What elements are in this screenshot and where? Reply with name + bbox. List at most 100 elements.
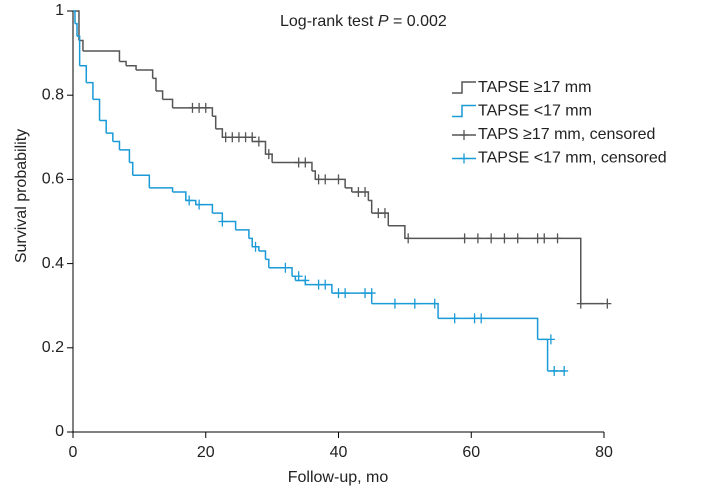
censor-mark bbox=[341, 288, 350, 299]
censor-mark bbox=[576, 298, 585, 309]
censor-mark bbox=[404, 233, 413, 244]
step-segment bbox=[86, 81, 94, 100]
censor-mark bbox=[487, 233, 496, 244]
step-segment bbox=[537, 338, 549, 371]
annotation-result: = 0.002 bbox=[393, 13, 447, 30]
step-segment bbox=[119, 60, 127, 66]
censor-mark bbox=[550, 365, 559, 376]
step-segment bbox=[172, 191, 187, 201]
censor-mark bbox=[185, 195, 194, 206]
censor-mark bbox=[201, 102, 210, 113]
censor-mark bbox=[410, 298, 419, 309]
step-segment bbox=[311, 170, 317, 180]
step-segment bbox=[368, 199, 373, 214]
censor-mark bbox=[473, 233, 482, 244]
step-segment bbox=[212, 115, 217, 129]
step-segment bbox=[258, 250, 267, 260]
step-segment bbox=[404, 237, 582, 304]
legend-icon bbox=[460, 130, 468, 140]
step-segment bbox=[215, 128, 224, 138]
censor-mark bbox=[603, 298, 612, 309]
step-segment bbox=[331, 292, 373, 304]
annotation: Log-rank test P = 0.002 bbox=[280, 13, 447, 30]
censor-mark bbox=[367, 288, 376, 299]
step-segment bbox=[132, 174, 151, 188]
censor-mark bbox=[218, 216, 227, 227]
y-tick-label: 0.4 bbox=[42, 255, 64, 272]
x-tick-label: 80 bbox=[595, 444, 613, 461]
step-segment bbox=[92, 98, 101, 121]
censor-mark bbox=[321, 174, 330, 185]
step-segment bbox=[351, 191, 370, 201]
censor-mark bbox=[251, 241, 260, 252]
step-segment bbox=[119, 149, 131, 163]
censor-mark bbox=[380, 208, 389, 219]
step-segment bbox=[155, 90, 164, 100]
step-segment bbox=[371, 302, 439, 319]
step-segment bbox=[106, 132, 114, 142]
censor-mark bbox=[477, 313, 486, 324]
step-segment bbox=[345, 187, 353, 193]
legend-label: TAPS ≥17 mm, censored bbox=[478, 126, 655, 143]
y-tick-label: 0 bbox=[55, 423, 64, 440]
step-segment bbox=[268, 267, 293, 277]
step-segment bbox=[162, 98, 174, 108]
censor-mark bbox=[460, 233, 469, 244]
censor-mark bbox=[390, 298, 399, 309]
censor-mark bbox=[264, 149, 273, 160]
step-segment bbox=[315, 178, 346, 188]
censor-mark bbox=[560, 365, 569, 376]
censor-mark bbox=[361, 187, 370, 198]
step-segment bbox=[272, 161, 313, 171]
step-segment bbox=[265, 258, 270, 268]
legend-icon bbox=[452, 104, 476, 118]
x-tick-label: 40 bbox=[330, 444, 348, 461]
censor-mark bbox=[430, 298, 439, 309]
censor-mark bbox=[450, 313, 459, 324]
x-axis-title: Follow-up, mo bbox=[288, 469, 389, 486]
legend-icon bbox=[460, 153, 468, 164]
censor-mark bbox=[553, 233, 562, 244]
y-tick-label: 0.6 bbox=[42, 171, 64, 188]
censor-mark bbox=[500, 233, 509, 244]
legend-label: TAPSE ≥17 mm bbox=[478, 79, 591, 96]
censor-mark bbox=[540, 233, 549, 244]
step-segment bbox=[248, 237, 253, 247]
step-segment bbox=[212, 212, 224, 222]
annotation-symbol: P bbox=[378, 13, 389, 30]
legend-label: TAPSE <17 mm, censored bbox=[478, 150, 667, 167]
step-segment bbox=[82, 50, 121, 62]
censor-mark bbox=[248, 132, 257, 143]
censor-mark bbox=[281, 262, 290, 273]
censor-mark bbox=[195, 199, 204, 210]
step-segment bbox=[152, 77, 157, 91]
legend-icon bbox=[452, 81, 476, 94]
step-segment bbox=[149, 187, 174, 193]
step-segment bbox=[438, 317, 539, 340]
step-segment bbox=[235, 229, 250, 239]
censor-mark bbox=[334, 174, 343, 185]
step-segment bbox=[99, 119, 107, 134]
x-tick-label: 60 bbox=[462, 444, 480, 461]
x-tick-label: 20 bbox=[197, 444, 215, 461]
x-tick-label: 0 bbox=[69, 444, 78, 461]
step-segment bbox=[195, 203, 214, 214]
step-segment bbox=[222, 220, 237, 230]
censor-mark bbox=[321, 279, 330, 290]
step-segment bbox=[74, 22, 78, 37]
censor-mark bbox=[301, 275, 310, 286]
censor-mark bbox=[301, 157, 310, 168]
step-segment bbox=[73, 10, 76, 24]
step-segment bbox=[371, 212, 390, 226]
step-segment bbox=[76, 35, 81, 66]
y-tick-label: 0.2 bbox=[42, 339, 64, 356]
step-segment bbox=[305, 283, 333, 294]
y-tick-label: 1 bbox=[55, 2, 64, 19]
y-tick-label: 0.8 bbox=[42, 86, 64, 103]
censor-mark bbox=[294, 271, 303, 282]
annotation-text: Log-rank test bbox=[280, 13, 374, 30]
step-segment bbox=[388, 224, 406, 239]
step-segment bbox=[129, 161, 134, 176]
